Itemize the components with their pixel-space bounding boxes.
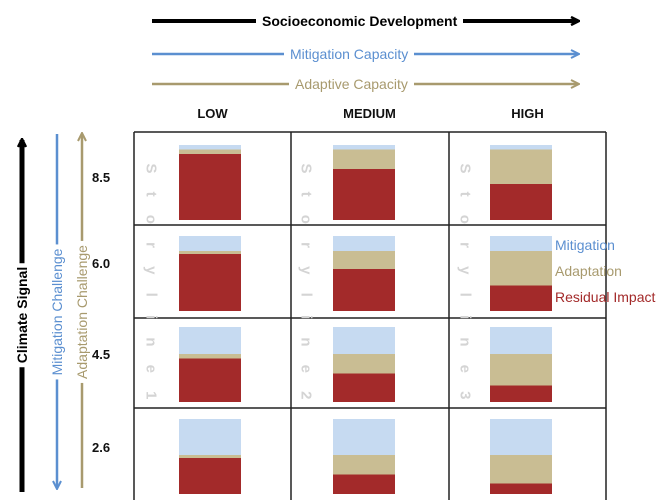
legend-adaptation: Adaptation xyxy=(555,263,622,279)
bar-mitigation-low-6-0 xyxy=(179,236,241,251)
bar-adaptation-medium-6-0 xyxy=(333,251,395,269)
bar-residual-medium-8-5 xyxy=(333,169,395,220)
bar-residual-high-2-6 xyxy=(490,483,552,494)
socioeconomic-development-label: Socioeconomic Development xyxy=(256,12,464,30)
bar-adaptation-low-8-5 xyxy=(179,149,241,154)
bar-residual-low-4-5 xyxy=(179,358,241,402)
bar-mitigation-high-4-5 xyxy=(490,327,552,354)
bar-adaptation-high-6-0 xyxy=(490,251,552,286)
bar-mitigation-high-8-5 xyxy=(490,145,552,150)
bar-mitigation-medium-8-5 xyxy=(333,145,395,150)
bar-mitigation-high-6-0 xyxy=(490,236,552,251)
row-header-2-6: 2.6 xyxy=(92,440,111,455)
bar-adaptation-high-2-6 xyxy=(490,455,552,484)
bar-adaptation-medium-2-6 xyxy=(333,455,395,475)
legend-residual-impact: Residual Impact xyxy=(555,289,656,305)
bar-residual-medium-6-0 xyxy=(333,269,395,311)
bar-mitigation-low-8-5 xyxy=(179,145,241,150)
bar-residual-high-4-5 xyxy=(490,385,552,402)
bar-residual-high-6-0 xyxy=(490,285,552,311)
grid xyxy=(133,131,607,500)
bar-adaptation-low-6-0 xyxy=(179,251,241,254)
column-header-high: HIGH xyxy=(511,106,544,121)
row-header-8-5: 8.5 xyxy=(92,170,111,185)
bar-adaptation-medium-4-5 xyxy=(333,354,395,374)
legend-mitigation: Mitigation xyxy=(555,237,615,253)
mitigation-capacity-label: Mitigation Capacity xyxy=(284,45,415,63)
bar-mitigation-medium-6-0 xyxy=(333,236,395,251)
bar-adaptation-medium-8-5 xyxy=(333,149,395,169)
storyline-3-label: S t o r y l i n e 3 xyxy=(456,163,474,407)
bar-residual-high-8-5 xyxy=(490,184,552,220)
bar-adaptation-high-8-5 xyxy=(490,149,552,184)
row-header-4-5: 4.5 xyxy=(92,347,111,362)
storyline-2-label: S t o r y l i n e 2 xyxy=(297,163,315,407)
climate-signal-label: Climate Signal xyxy=(12,262,32,368)
adaptive-capacity-label: Adaptive Capacity xyxy=(289,75,414,93)
adaptation-challenge-label: Adaptation Challenge xyxy=(72,241,92,383)
bar-mitigation-medium-4-5 xyxy=(333,327,395,354)
bars-group xyxy=(179,145,552,494)
bar-mitigation-low-4-5 xyxy=(179,327,241,354)
row-header-6-0: 6.0 xyxy=(92,256,111,271)
bar-adaptation-low-4-5 xyxy=(179,354,241,359)
bar-mitigation-medium-2-6 xyxy=(333,419,395,455)
column-header-low: LOW xyxy=(197,106,228,121)
column-header-medium: MEDIUM xyxy=(343,106,396,121)
bar-adaptation-low-2-6 xyxy=(179,455,241,458)
mitigation-challenge-label: Mitigation Challenge xyxy=(47,244,67,380)
bar-residual-low-2-6 xyxy=(179,458,241,494)
bar-mitigation-high-2-6 xyxy=(490,419,552,455)
storyline-1-label: S t o r y l i n e 1 xyxy=(142,163,160,407)
bar-adaptation-high-4-5 xyxy=(490,354,552,386)
bar-residual-low-6-0 xyxy=(179,254,241,311)
bar-residual-medium-2-6 xyxy=(333,474,395,494)
bar-residual-low-8-5 xyxy=(179,154,241,220)
bar-mitigation-low-2-6 xyxy=(179,419,241,455)
bar-residual-medium-4-5 xyxy=(333,373,395,402)
